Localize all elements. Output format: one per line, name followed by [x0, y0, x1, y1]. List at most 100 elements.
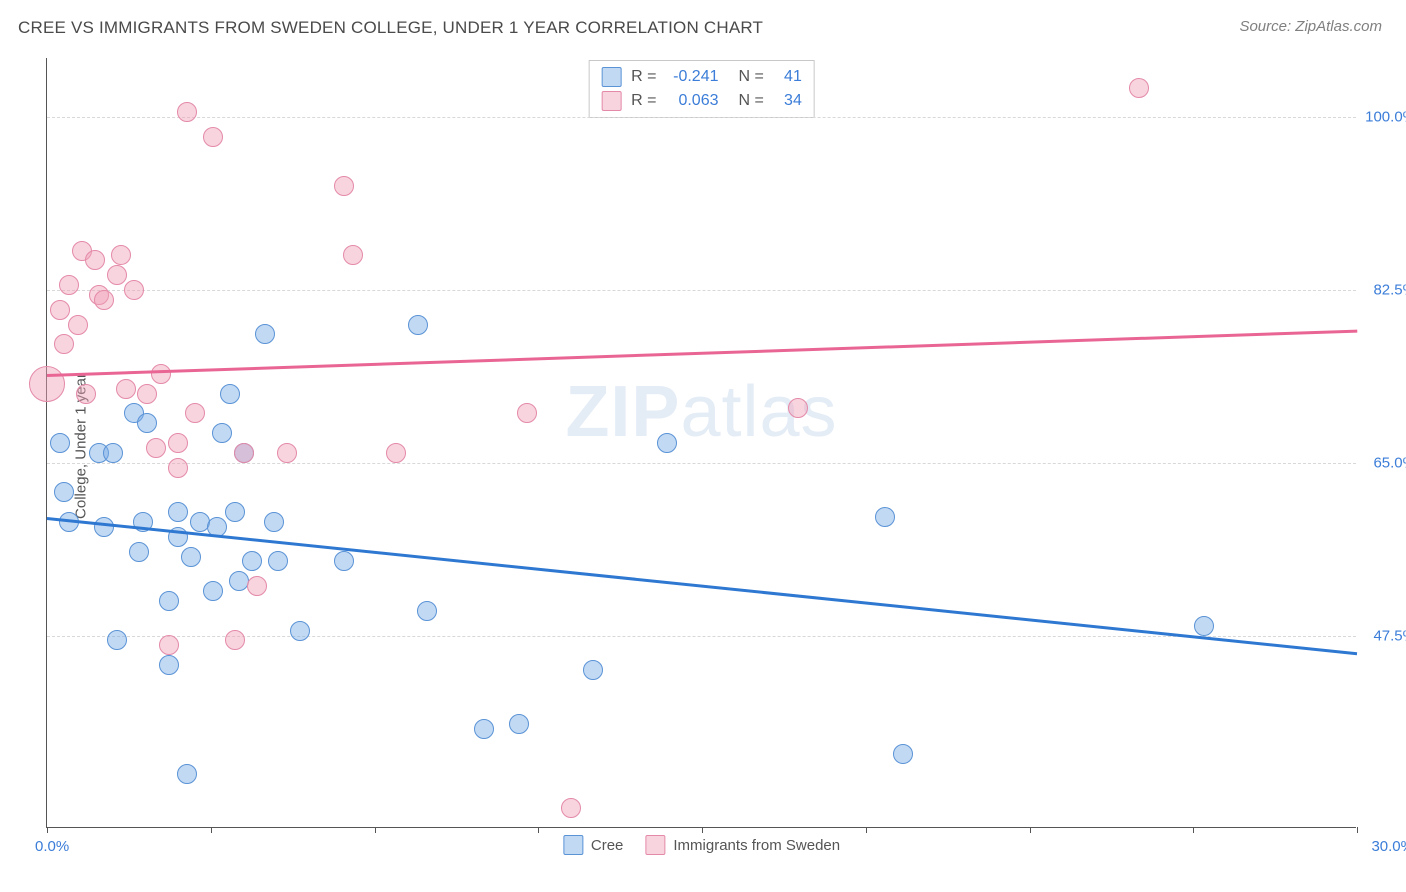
- x-tick: [1357, 827, 1358, 833]
- data-point: [417, 601, 437, 621]
- data-point: [185, 403, 205, 423]
- y-tick-label: 65.0%: [1373, 454, 1406, 471]
- data-point: [168, 458, 188, 478]
- legend-item: Immigrants from Sweden: [645, 835, 840, 855]
- legend-item: Cree: [563, 835, 624, 855]
- data-point: [220, 384, 240, 404]
- y-tick-label: 100.0%: [1365, 109, 1406, 126]
- x-tick: [211, 827, 212, 833]
- data-point: [247, 576, 267, 596]
- data-point: [203, 581, 223, 601]
- data-point: [788, 398, 808, 418]
- x-tick: [1030, 827, 1031, 833]
- data-point: [129, 542, 149, 562]
- data-point: [59, 275, 79, 295]
- data-point: [474, 719, 494, 739]
- legend-swatch: [645, 835, 665, 855]
- data-point: [54, 334, 74, 354]
- data-point: [657, 433, 677, 453]
- stat-r-label: R =: [631, 68, 656, 86]
- data-point: [146, 438, 166, 458]
- data-point: [168, 502, 188, 522]
- data-point: [893, 744, 913, 764]
- data-point: [107, 265, 127, 285]
- data-point: [509, 714, 529, 734]
- data-point: [111, 245, 131, 265]
- y-tick-label: 47.5%: [1373, 627, 1406, 644]
- chart-title: CREE VS IMMIGRANTS FROM SWEDEN COLLEGE, …: [18, 18, 763, 38]
- data-point: [583, 660, 603, 680]
- stat-n-label: N =: [739, 68, 764, 86]
- data-point: [290, 621, 310, 641]
- data-point: [212, 423, 232, 443]
- data-point: [124, 280, 144, 300]
- data-point: [159, 591, 179, 611]
- gridline: [47, 463, 1356, 464]
- data-point: [181, 547, 201, 567]
- data-point: [29, 366, 65, 402]
- x-tick: [702, 827, 703, 833]
- chart-header: CREE VS IMMIGRANTS FROM SWEDEN COLLEGE, …: [0, 0, 1406, 46]
- data-point: [343, 245, 363, 265]
- legend-label: Immigrants from Sweden: [673, 837, 840, 854]
- stat-r-value: 0.063: [667, 92, 719, 110]
- data-point: [68, 315, 88, 335]
- data-point: [242, 551, 262, 571]
- legend-swatch: [563, 835, 583, 855]
- data-point: [159, 655, 179, 675]
- data-point: [177, 102, 197, 122]
- data-point: [103, 443, 123, 463]
- series-legend: Cree Immigrants from Sweden: [563, 835, 840, 855]
- data-point: [386, 443, 406, 463]
- data-point: [225, 630, 245, 650]
- data-point: [517, 403, 537, 423]
- data-point: [50, 300, 70, 320]
- legend-swatch: [601, 67, 621, 87]
- scatter-chart: ZIPatlas 0.0% 30.0% R =-0.241N =41R =0.0…: [46, 58, 1356, 828]
- x-axis-max-label: 30.0%: [1371, 838, 1406, 855]
- data-point: [1129, 78, 1149, 98]
- stat-r-label: R =: [631, 92, 656, 110]
- data-point: [203, 127, 223, 147]
- data-point: [137, 413, 157, 433]
- data-point: [334, 176, 354, 196]
- x-axis-min-label: 0.0%: [35, 838, 69, 855]
- data-point: [875, 507, 895, 527]
- data-point: [277, 443, 297, 463]
- x-tick: [375, 827, 376, 833]
- stat-n-value: 41: [774, 68, 802, 86]
- x-tick: [47, 827, 48, 833]
- stats-row: R = -0.241 N = 41: [601, 65, 802, 89]
- data-point: [50, 433, 70, 453]
- data-point: [177, 764, 197, 784]
- data-point: [94, 517, 114, 537]
- data-point: [234, 443, 254, 463]
- data-point: [151, 364, 171, 384]
- stat-n-label: N =: [739, 92, 764, 110]
- data-point: [116, 379, 136, 399]
- data-point: [561, 798, 581, 818]
- data-point: [107, 630, 127, 650]
- stats-row: R = 0.063 N = 34: [601, 89, 802, 113]
- x-tick: [538, 827, 539, 833]
- legend-swatch: [601, 91, 621, 111]
- data-point: [54, 482, 74, 502]
- data-point: [268, 551, 288, 571]
- stat-r-value: -0.241: [667, 68, 719, 86]
- legend-label: Cree: [591, 837, 624, 854]
- correlation-stats-box: R = -0.241 N = 41 R = 0.063 N = 34: [588, 60, 815, 118]
- gridline: [47, 117, 1356, 118]
- data-point: [94, 290, 114, 310]
- x-tick: [1193, 827, 1194, 833]
- data-point: [85, 250, 105, 270]
- data-point: [255, 324, 275, 344]
- stat-n-value: 34: [774, 92, 802, 110]
- x-tick: [866, 827, 867, 833]
- data-point: [225, 502, 245, 522]
- y-tick-label: 82.5%: [1373, 281, 1406, 298]
- data-point: [334, 551, 354, 571]
- data-point: [1194, 616, 1214, 636]
- data-point: [76, 384, 96, 404]
- regression-line: [47, 329, 1357, 376]
- data-point: [137, 384, 157, 404]
